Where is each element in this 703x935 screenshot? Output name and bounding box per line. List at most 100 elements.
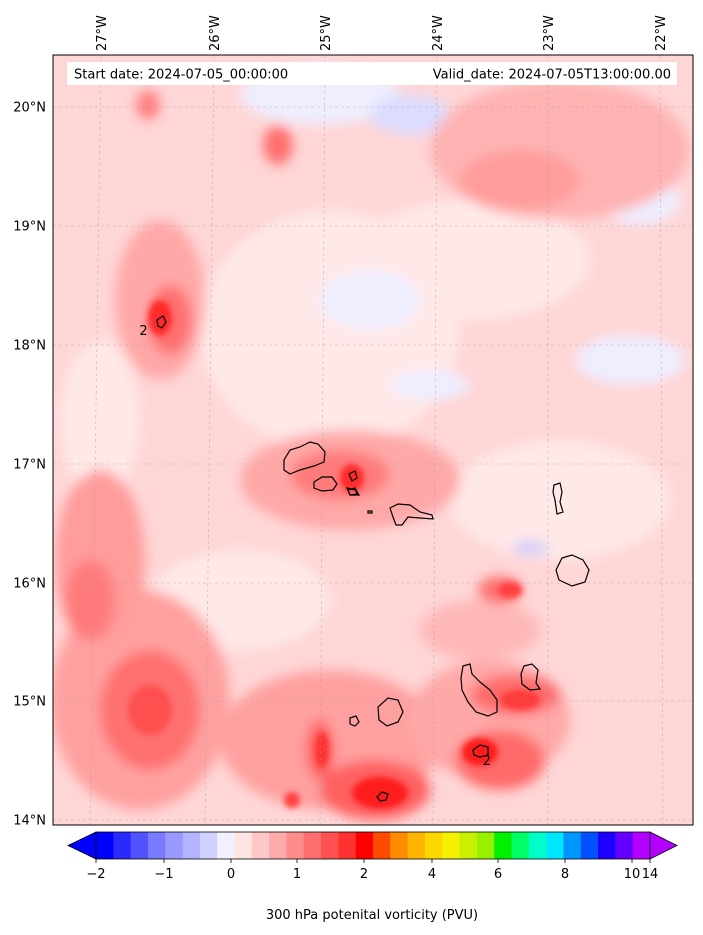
pv-region-moderate bbox=[420, 600, 540, 660]
colorbar-swatch bbox=[303, 832, 322, 859]
latitude-label: 14°N bbox=[13, 814, 46, 829]
colorbar-extend-max bbox=[649, 831, 678, 860]
colorbar-frame bbox=[95, 831, 651, 860]
colorbar-swatch bbox=[580, 832, 599, 859]
colorbar-swatch bbox=[476, 832, 495, 859]
colorbar-swatch bbox=[528, 832, 547, 859]
pv-region-negative bbox=[390, 370, 470, 400]
contour-label: 2 bbox=[139, 324, 147, 339]
colorbar-tick-label: 6 bbox=[494, 867, 502, 882]
pv-core bbox=[352, 777, 408, 809]
latitude-label: 16°N bbox=[13, 577, 46, 592]
island-fogo bbox=[377, 697, 404, 727]
gridlines bbox=[53, 55, 693, 825]
pv-core bbox=[284, 792, 300, 808]
colorbar-swatch bbox=[338, 832, 357, 859]
island-maio bbox=[520, 663, 542, 691]
colorbar-swatch bbox=[147, 832, 166, 859]
colorbar-tick-label: 8 bbox=[561, 867, 569, 882]
colorbar-swatch bbox=[494, 832, 512, 859]
colorbar-swatch bbox=[199, 832, 218, 859]
longitude-label: 22°W bbox=[654, 15, 669, 51]
coastlines bbox=[156, 315, 590, 802]
colorbar-swatch bbox=[234, 832, 253, 859]
pv-region-negative bbox=[575, 335, 685, 385]
pv-field-cores bbox=[128, 300, 540, 809]
island-boa-vista bbox=[555, 554, 590, 587]
colorbar-swatch bbox=[269, 832, 287, 859]
longitude-label: 23°W bbox=[542, 15, 557, 51]
pv-contour-2 bbox=[376, 791, 389, 802]
colorbar-tick-label: 10 bbox=[624, 867, 641, 882]
map-frame bbox=[52, 54, 694, 826]
pv-core bbox=[462, 738, 498, 766]
island-sao-vicente bbox=[313, 476, 338, 492]
colorbar-swatch bbox=[632, 832, 651, 859]
colorbar-swatch bbox=[390, 832, 409, 859]
colorbar-swatch bbox=[182, 832, 201, 859]
colorbar-tick-label: −1 bbox=[154, 867, 173, 882]
colorbar-swatch bbox=[598, 832, 616, 859]
pv-field-blobs bbox=[53, 65, 690, 820]
colorbar-swatch bbox=[355, 832, 374, 859]
colorbar-swatch bbox=[407, 832, 426, 859]
latitude-label: 15°N bbox=[13, 695, 46, 710]
pv-core bbox=[498, 582, 522, 598]
valid-date-text: Valid_date: 2024-07-05T13:00:00.00 bbox=[433, 68, 671, 83]
date-banner: Start date: 2024-07-05_00:00:00 Valid_da… bbox=[67, 62, 677, 85]
island-sao-nicolau bbox=[389, 503, 434, 526]
pv-region-negative bbox=[320, 270, 420, 330]
map-panel: 22 bbox=[53, 55, 693, 825]
pv-region-light bbox=[60, 340, 140, 500]
longitude-label: 24°W bbox=[431, 15, 446, 51]
island-sal bbox=[552, 482, 564, 515]
contour-label: 2 bbox=[483, 754, 491, 769]
start-date-text: Start date: 2024-07-05_00:00:00 bbox=[74, 68, 288, 83]
pv-contour-2 bbox=[472, 744, 489, 758]
pv-core bbox=[500, 690, 540, 710]
island-santiago bbox=[460, 663, 498, 717]
pv-core bbox=[340, 464, 364, 492]
colorbar-label: 300 hPa potenital vorticity (PVU) bbox=[266, 908, 478, 923]
colorbar-swatch bbox=[251, 832, 270, 859]
pv-region-moderate bbox=[460, 150, 580, 210]
colorbar-swatch bbox=[442, 832, 461, 859]
longitude-label: 25°W bbox=[319, 15, 334, 51]
colorbar-swatch bbox=[615, 832, 634, 859]
colorbar-tick-label: 0 bbox=[227, 867, 235, 882]
colorbar-swatch bbox=[96, 832, 114, 859]
date-banner-box bbox=[67, 62, 677, 85]
colorbar-swatch bbox=[165, 832, 184, 859]
colorbar-swatch bbox=[459, 832, 478, 859]
latitude-label: 18°N bbox=[13, 339, 46, 354]
latitude-label: 20°N bbox=[13, 101, 46, 116]
pv-region-strong bbox=[263, 125, 293, 165]
pv-contour-2 bbox=[156, 315, 167, 329]
colorbar-swatch bbox=[546, 832, 564, 859]
colorbar-swatch bbox=[217, 832, 235, 859]
pv-region-strong bbox=[65, 560, 115, 640]
latitude-label: 17°N bbox=[13, 458, 46, 473]
pv-region-negative bbox=[370, 95, 450, 135]
island-santo-antao bbox=[283, 441, 326, 475]
longitude-label: 27°W bbox=[95, 15, 110, 51]
latitude-label: 19°N bbox=[13, 220, 46, 235]
colorbar-swatch bbox=[286, 832, 305, 859]
pv-core bbox=[128, 685, 172, 735]
colorbar-tick-label: 14 bbox=[642, 867, 659, 882]
colorbar-tick-label: 1 bbox=[293, 867, 301, 882]
colorbar-tick-label: 4 bbox=[428, 867, 436, 882]
colorbar-tick-label: 2 bbox=[360, 867, 368, 882]
colorbar-swatch bbox=[113, 832, 132, 859]
pv-region-strong bbox=[290, 450, 390, 500]
pv-region-negative bbox=[512, 542, 548, 554]
colorbar-swatch bbox=[424, 832, 443, 859]
colorbar-swatch bbox=[321, 832, 339, 859]
colorbar-tick-label: −2 bbox=[86, 867, 105, 882]
colorbar-swatch bbox=[563, 832, 582, 859]
latitude-axis: 20°N 19°N 18°N 17°N 16°N 15°N 14°N bbox=[13, 101, 46, 829]
colorbar-swatch bbox=[373, 832, 391, 859]
pv-core bbox=[315, 732, 329, 768]
contour-labels: 22 bbox=[139, 324, 491, 769]
